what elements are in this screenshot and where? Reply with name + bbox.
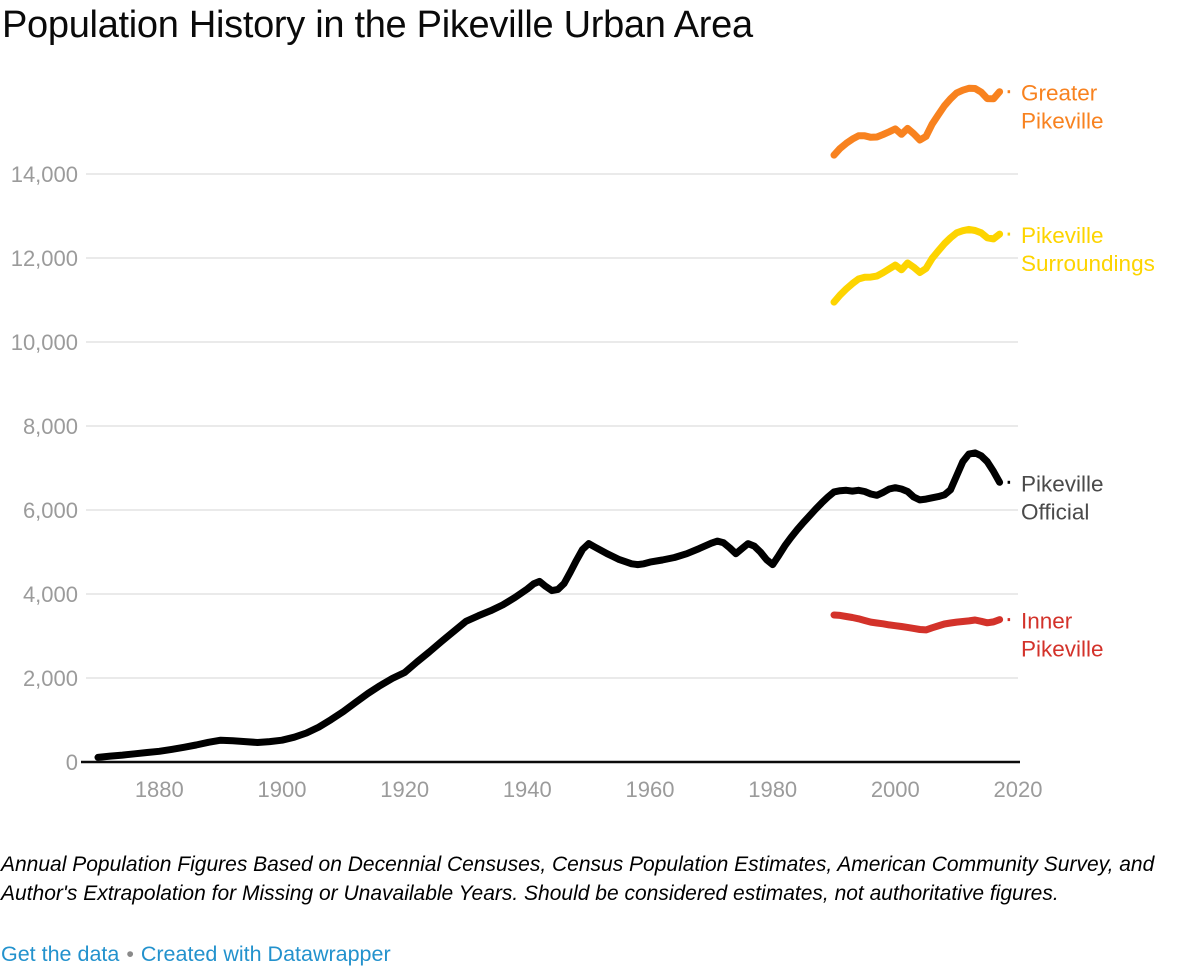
chart-footnote: Annual Population Figures Based on Decen…: [1, 853, 1155, 905]
x-tick-label-1940: 1940: [503, 777, 552, 802]
series-line-pikeville-official: [94, 449, 1004, 761]
chart-footer-links: Get the data • Created with Datawrapper: [1, 942, 391, 967]
x-tick-label-1920: 1920: [380, 777, 429, 802]
x-tick-label-1900: 1900: [258, 777, 307, 802]
series-label-pikeville-surroundings: Pikeville Surroundings: [1021, 223, 1155, 276]
y-tick-label-8000: 8,000: [23, 414, 78, 439]
line-chart: 0 2,000 4,000 6,000 8,000 10,000 12,000 14,000 1…: [11, 81, 1155, 802]
x-tick-label-1980: 1980: [748, 777, 797, 802]
y-tick-label-12000: 12,000: [11, 246, 78, 271]
y-tick-label-2000: 2,000: [23, 666, 78, 691]
x-tick-label-1880: 1880: [135, 777, 184, 802]
y-tick-label-10000: 10,000: [11, 330, 78, 355]
y-tick-label-4000: 4,000: [23, 582, 78, 607]
footer-separator: •: [126, 942, 134, 966]
y-tick-label-0: 0: [66, 750, 78, 775]
series-line-pikeville-surroundings: [830, 225, 1004, 306]
page-title: Population History in the Pikeville Urba…: [2, 4, 753, 46]
x-tick-label-1960: 1960: [626, 777, 675, 802]
series-label-inner-pikeville: Inner Pikeville: [1021, 609, 1104, 662]
y-tick-label-6000: 6,000: [23, 498, 78, 523]
x-tick-label-2000: 2000: [871, 777, 920, 802]
x-tick-label-2020: 2020: [994, 777, 1043, 802]
y-tick-label-14000: 14,000: [11, 162, 78, 187]
series-label-greater-pikeville: Greater Pikeville: [1021, 81, 1104, 134]
series-line-greater-pikeville: [830, 84, 1004, 159]
series-label-pikeville-official: Pikeville Official: [1021, 471, 1104, 524]
datawrapper-credit-link[interactable]: Created with Datawrapper: [140, 942, 391, 966]
series-line-inner-pikeville: [830, 611, 1004, 634]
get-the-data-link[interactable]: Get the data: [1, 942, 120, 966]
